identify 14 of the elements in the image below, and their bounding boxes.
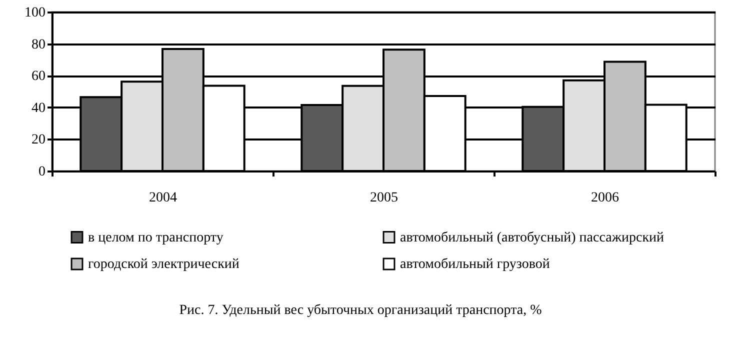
x-tick-label: 2005 xyxy=(370,190,398,206)
y-tick-label: 60 xyxy=(32,69,46,84)
x-tick-label: 2006 xyxy=(591,190,619,206)
legend-label: автомобильный (автобусный) пассажирский xyxy=(400,230,664,246)
y-tick-label: 20 xyxy=(32,132,46,148)
y-tick-label: 0 xyxy=(38,164,46,180)
y-tick-label: 80 xyxy=(32,37,46,52)
y-tick-label: 40 xyxy=(32,100,46,116)
legend-label: автомобильный грузовой xyxy=(400,257,550,272)
text: Рис. 7. Удельный вес убыточных организаций транспорта, % xyxy=(179,303,542,318)
legend-label: городской электрический xyxy=(88,257,240,272)
legend-label: в целом по транспорту xyxy=(88,230,224,246)
y-tick-label: 100 xyxy=(24,6,46,20)
x-tick-label: 2004 xyxy=(149,190,177,206)
